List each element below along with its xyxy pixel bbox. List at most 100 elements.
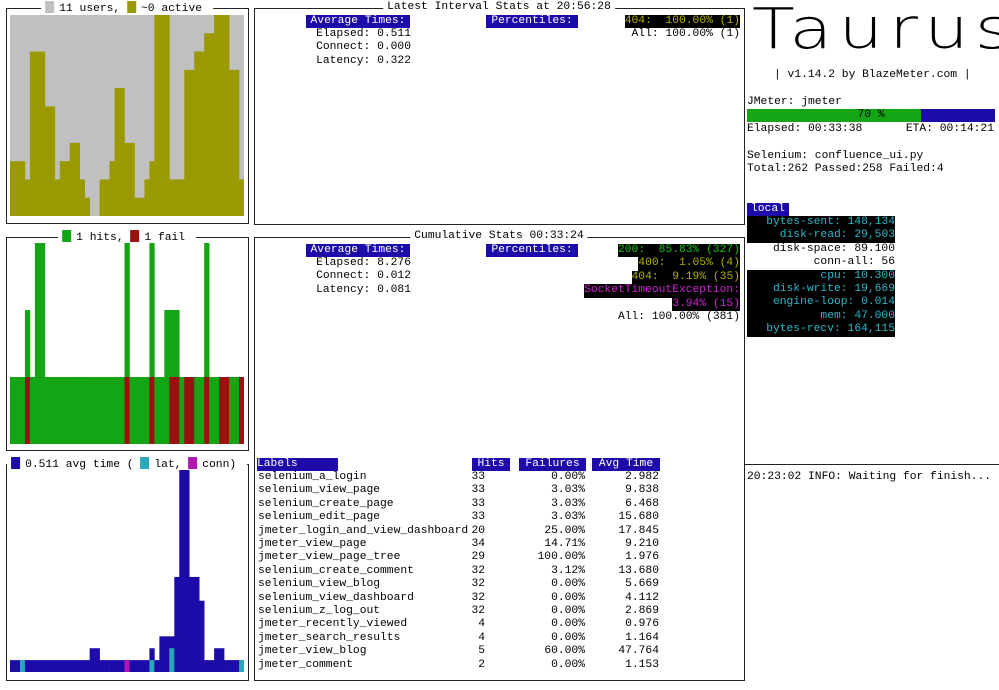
totals: Total:262 Passed:258 Failed:4	[747, 163, 944, 175]
bar	[39, 243, 46, 444]
table-cell: 4	[478, 618, 485, 631]
selenium: Selenium: confluence_ui.py	[747, 150, 924, 162]
bar	[89, 648, 95, 672]
bar	[174, 310, 180, 377]
bar	[194, 51, 200, 216]
bar	[34, 51, 41, 216]
table-cell: 20	[471, 524, 485, 537]
legend: 1 hits, 1 fail	[58, 230, 196, 244]
table-cell: 1.976	[625, 551, 659, 564]
bar	[74, 660, 81, 672]
bar	[159, 636, 165, 672]
bar	[179, 179, 185, 216]
bar	[169, 179, 175, 216]
legend-swatch	[188, 457, 198, 469]
table-header: Labels	[257, 458, 338, 472]
table-cell: 2.982	[625, 471, 659, 483]
bar	[194, 377, 200, 444]
bar	[169, 377, 175, 444]
code-line: 3.94% (15)	[672, 297, 740, 311]
bar	[209, 33, 215, 216]
bar	[139, 197, 145, 216]
legend-swatch	[45, 1, 55, 13]
table-cell: selenium_edit_page	[258, 511, 381, 524]
bar	[104, 377, 110, 444]
monitor-line: mem: 47.000	[820, 309, 895, 322]
bar	[84, 660, 90, 672]
code-line: 404: 9.19% (35)	[631, 270, 740, 285]
bar	[39, 51, 46, 216]
section-header: Average Times:	[306, 15, 410, 29]
monitor-bg	[747, 216, 895, 230]
bar	[139, 377, 145, 444]
bar	[214, 648, 220, 672]
table-cell: 32	[471, 591, 485, 604]
table-cell: 3.03%	[551, 511, 585, 524]
table-cell: 3.03%	[551, 484, 585, 497]
bar	[109, 660, 115, 672]
bar	[44, 377, 51, 444]
bar	[124, 142, 130, 216]
bar	[134, 197, 140, 216]
executor: JMeter: jmeter	[747, 96, 842, 108]
code-line: SocketTimeoutException:	[584, 284, 740, 298]
elapsed: Elapsed: 00:33:38	[747, 123, 863, 135]
bar	[119, 377, 125, 444]
bar	[234, 69, 240, 216]
bar	[44, 660, 51, 672]
bar	[144, 377, 150, 444]
bar	[174, 377, 180, 444]
table-cell: 6.468	[625, 497, 659, 510]
table-cell: 60.00%	[544, 645, 585, 658]
bar	[164, 310, 170, 444]
bar	[94, 377, 100, 444]
bar	[224, 377, 230, 444]
monitor-line: bytes-recv: 164,115	[766, 323, 895, 336]
table-cell: 4	[478, 631, 485, 644]
table-cell: 100.00%	[537, 551, 585, 564]
bar	[89, 377, 95, 444]
table-cell: 5.669	[625, 578, 659, 591]
table-cell: 4.112	[625, 591, 659, 604]
bar	[149, 161, 155, 216]
bar	[10, 660, 16, 672]
legend-swatch	[130, 230, 140, 242]
bar	[229, 69, 235, 216]
table-cell: jmeter_comment	[258, 658, 353, 671]
bar	[19, 377, 26, 444]
table-cell: 0.00%	[551, 578, 585, 591]
table-cell: 0.00%	[551, 631, 585, 644]
legend-label: conn)	[202, 459, 243, 471]
bar	[129, 142, 135, 216]
bar	[174, 179, 180, 216]
bar	[204, 377, 210, 444]
table-cell: 32	[471, 564, 485, 577]
monitor-line: engine-loop: 0.014	[772, 296, 895, 309]
log-line: 20:23:02 INFO: Waiting for finish...	[747, 471, 992, 483]
code-line: 200: 85.83% (327)	[617, 244, 740, 258]
monitor-line: cpu: 10.300	[820, 269, 895, 282]
graph	[10, 243, 244, 444]
legend: 0.511 avg time ( lat, conn)	[7, 457, 247, 471]
bar	[149, 660, 155, 672]
bar	[154, 377, 160, 444]
bar	[94, 648, 100, 672]
bar	[54, 179, 61, 216]
bar	[154, 660, 160, 672]
bar	[34, 660, 41, 672]
bar	[219, 648, 225, 672]
bar	[74, 142, 81, 216]
bar	[10, 377, 16, 444]
table-cell: 2.869	[625, 605, 659, 617]
legend-label: lat,	[154, 459, 189, 471]
bar	[99, 377, 105, 444]
table-cell: 17.845	[618, 524, 659, 537]
graph	[10, 15, 244, 216]
code-line: 404: 100.00% (1)	[624, 15, 740, 29]
bar	[19, 660, 26, 672]
legend-label: 1 fail	[144, 232, 192, 244]
bar	[129, 660, 135, 672]
bar	[49, 377, 56, 444]
time-line: Latency: 0.322	[316, 54, 411, 67]
table-cell: 5	[478, 645, 485, 658]
